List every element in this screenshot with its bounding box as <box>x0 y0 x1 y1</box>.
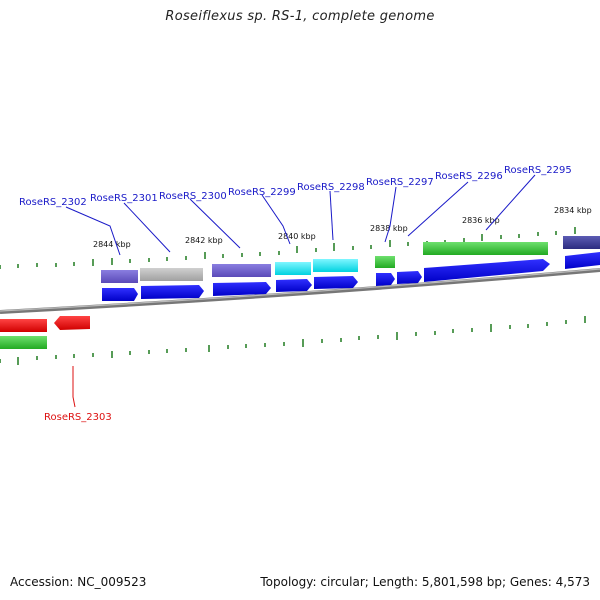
cds-arrow[interactable] <box>102 288 138 301</box>
gene-label[interactable]: RoseRS_2300 <box>159 191 227 202</box>
gene-block-slate[interactable] <box>101 270 138 283</box>
gene-block-green[interactable] <box>423 242 548 255</box>
genome-backbone-highlight <box>0 268 600 312</box>
gene-label[interactable]: RoseRS_2297 <box>366 177 434 188</box>
gene-label[interactable]: RoseRS_2303 <box>44 412 112 423</box>
gene-label[interactable]: RoseRS_2295 <box>504 165 572 176</box>
gene-block-green[interactable] <box>0 336 47 349</box>
gene-block-navy[interactable] <box>563 236 600 249</box>
gene-label[interactable]: RoseRS_2298 <box>297 182 365 193</box>
scale-label: 2834 kbp <box>554 206 592 215</box>
gene-label[interactable]: RoseRS_2302 <box>19 197 87 208</box>
cds-arrow[interactable] <box>376 273 395 286</box>
gene-block-cyan[interactable] <box>313 259 358 272</box>
gene-block-green[interactable] <box>375 256 395 268</box>
gene-label[interactable]: RoseRS_2296 <box>435 171 503 182</box>
cds-arrow[interactable] <box>314 276 358 289</box>
cds-arrow[interactable] <box>397 271 422 284</box>
lower-tick-marks <box>0 316 586 365</box>
scale-label: 2842 kbp <box>185 236 223 245</box>
cds-arrow[interactable] <box>213 282 271 296</box>
label-leader-lines <box>65 174 536 408</box>
gene-label[interactable]: RoseRS_2301 <box>90 193 158 204</box>
scale-label: 2844 kbp <box>93 240 131 249</box>
scale-label: 2836 kbp <box>462 216 500 225</box>
accession-info: Accession: NC_009523 <box>10 575 147 589</box>
genome-backbone <box>0 268 600 314</box>
scale-label: 2840 kbp <box>278 232 316 241</box>
upper-tick-marks <box>0 227 576 269</box>
cds-arrow[interactable] <box>565 252 600 269</box>
cds-arrow[interactable] <box>424 259 550 282</box>
cds-arrow[interactable] <box>141 285 204 299</box>
topology-info: Topology: circular; Length: 5,801,598 bp… <box>260 575 590 589</box>
gene-block-cyan[interactable] <box>275 262 311 275</box>
cds-arrow-reverse[interactable] <box>54 316 90 330</box>
gene-block-slate[interactable] <box>212 264 271 277</box>
cds-arrow-reverse[interactable] <box>0 319 47 332</box>
gene-block-gray[interactable] <box>140 268 203 281</box>
gene-label[interactable]: RoseRS_2299 <box>228 187 296 198</box>
map-title: Roseiflexus sp. RS-1, complete genome <box>165 9 435 24</box>
cds-arrow[interactable] <box>276 279 312 292</box>
